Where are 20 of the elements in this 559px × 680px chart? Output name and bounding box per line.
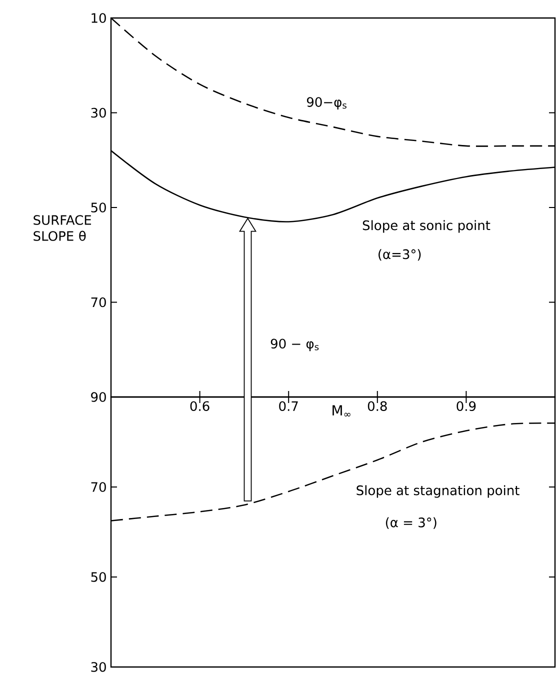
x-tick-label: 0.8 [368,401,387,412]
y-tick-label: 50 [91,202,106,212]
annotation: Slope at stagnation point [356,485,520,498]
x-tick-label: 0.9 [456,401,476,412]
y-tick-label: 30 [91,108,106,118]
y-tick-label: 70 [91,482,106,492]
y-tick-label: 70 [91,297,106,308]
x-tick-label: 0.6 [190,401,210,412]
annotation: 90 − φ$_{s}$ [270,338,319,352]
annotation: 90−φ$_{s}$ [306,97,346,110]
annotation: (α = 3°) [386,517,436,529]
y-axis-title: SURFACE SLOPE θ [34,215,92,241]
annotation: Slope at sonic point [362,220,490,233]
y-tick-label: 30 [91,662,106,672]
y-tick-label: 10 [92,13,106,23]
y-tick-label: 50 [91,572,106,582]
x-axis-title: M$_{∞}$ [332,405,350,416]
x-tick-label: 0.7 [279,401,298,412]
y-tick-label: 90 [91,392,106,402]
annotation: (α=3°) [378,249,421,261]
